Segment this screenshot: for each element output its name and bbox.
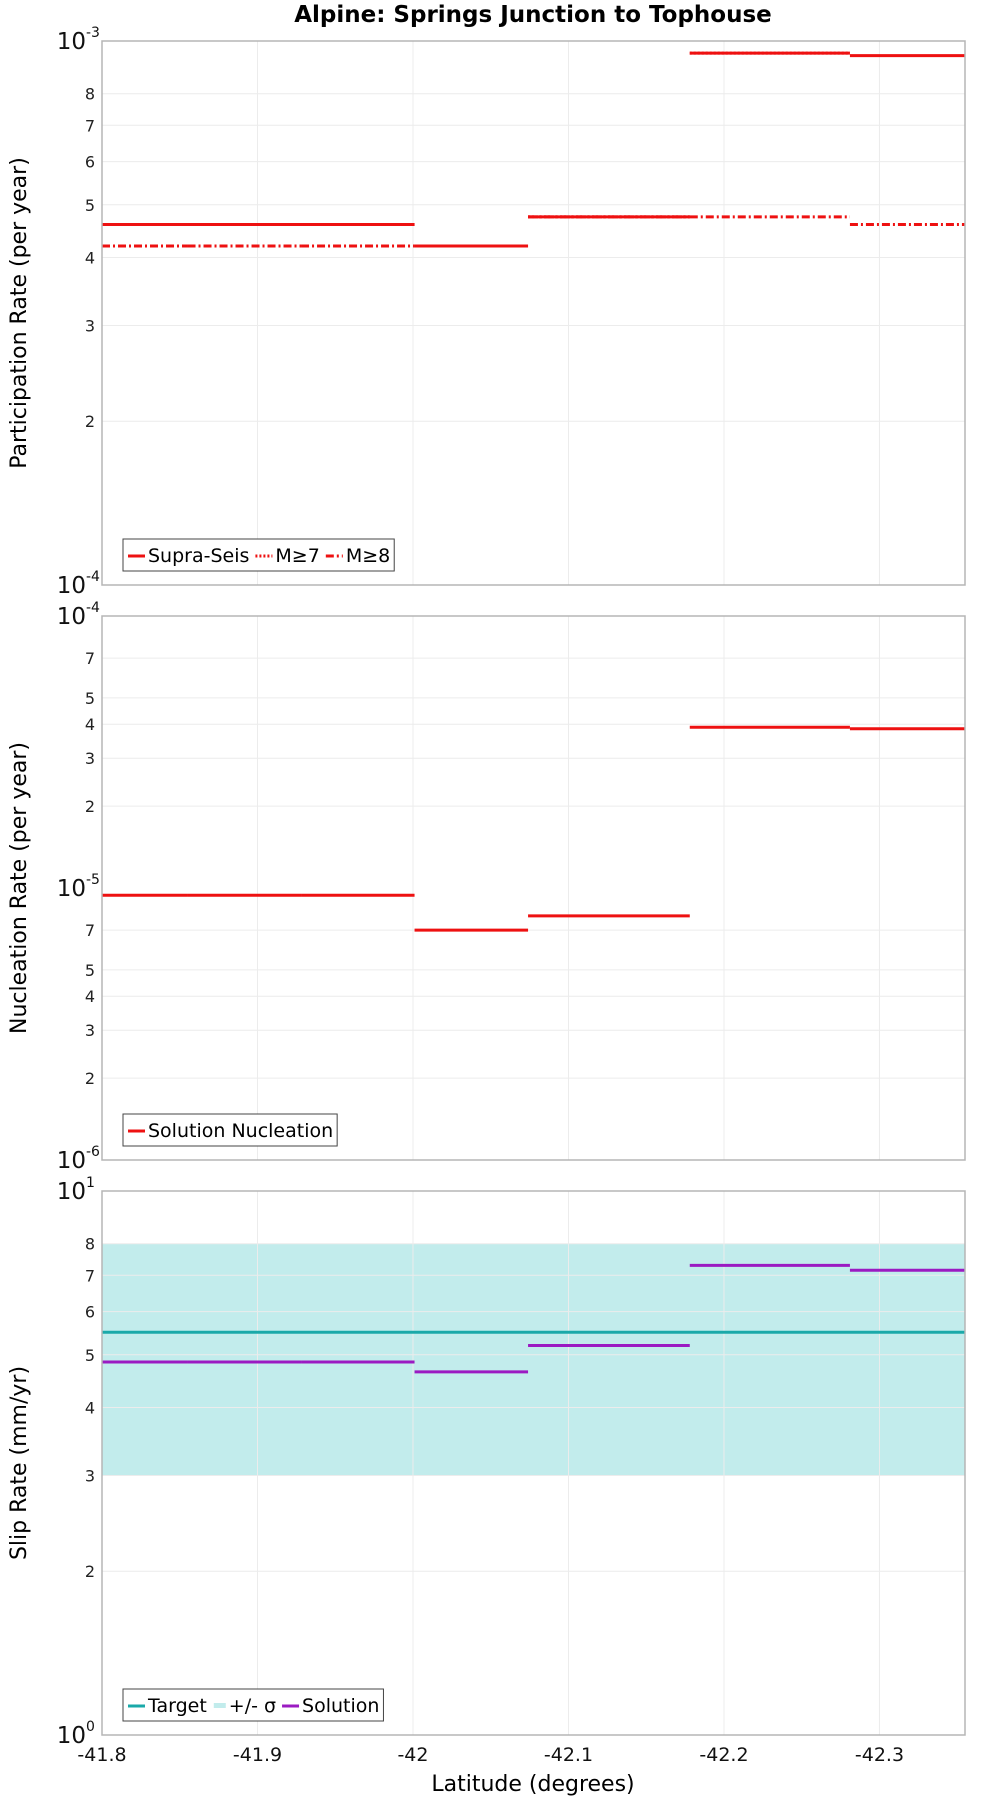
y-major-tick-label: 10 xyxy=(57,1179,86,1205)
y-tick-label: 6 xyxy=(85,153,95,172)
y-major-tick-exponent: -3 xyxy=(86,25,100,41)
y-tick-label: 2 xyxy=(85,1069,95,1088)
x-tick-label: -42.1 xyxy=(544,1744,593,1766)
y-major-tick-label: 10 xyxy=(57,876,86,902)
legend: Target +/- σ Solution xyxy=(122,1688,384,1722)
x-tick-label: -41.9 xyxy=(233,1744,282,1766)
x-axis-label: Latitude (degrees) xyxy=(431,1772,634,1797)
y-tick-label: 7 xyxy=(85,649,95,668)
y-tick-label: 8 xyxy=(85,1235,95,1254)
y-axis-label: Slip Rate (mm/yr) xyxy=(7,1366,32,1560)
y-tick-label: 2 xyxy=(85,412,95,431)
y-axis-label: Participation Rate (per year) xyxy=(7,157,32,469)
y-major-tick-exponent: -4 xyxy=(86,600,100,616)
y-major-tick-exponent: -5 xyxy=(86,872,100,888)
y-tick-label: 8 xyxy=(85,85,95,104)
legend-box xyxy=(122,1688,384,1722)
plot-frame xyxy=(101,615,966,1161)
y-major-tick-label: 10 xyxy=(57,1148,86,1174)
y-tick-label: 2 xyxy=(85,1562,95,1581)
y-tick-label: 4 xyxy=(85,987,95,1006)
legend: Supra-Seis M≥7 M≥8 xyxy=(122,538,395,572)
y-tick-label: 4 xyxy=(85,1398,95,1417)
y-tick-label: 4 xyxy=(85,715,95,734)
plot-area xyxy=(102,616,965,1160)
y-major-tick-exponent: 0 xyxy=(86,1719,95,1735)
legend-label: +/- σ xyxy=(229,1695,276,1717)
sigma-band xyxy=(102,1243,965,1476)
y-major-tick-label: 10 xyxy=(57,573,86,599)
x-tick-label: -42.2 xyxy=(699,1744,748,1766)
x-axis-ticks: -41.8 -41.9 -42 -42.1 -42.2 -42.3 xyxy=(77,1744,904,1766)
chart-title: Alpine: Springs Junction to Tophouse xyxy=(294,2,772,28)
y-major-tick-label: 10 xyxy=(57,604,86,630)
legend-label: M≥8 xyxy=(346,545,390,567)
plot-frame xyxy=(101,40,966,586)
y-axis-label: Nucleation Rate (per year) xyxy=(7,742,32,1034)
legend-label: Solution Nucleation xyxy=(148,1120,333,1142)
y-tick-label: 5 xyxy=(85,961,95,980)
legend-label: Supra-Seis xyxy=(148,545,249,567)
y-tick-label: 7 xyxy=(85,116,95,135)
y-tick-label: 5 xyxy=(85,689,95,708)
y-tick-label: 5 xyxy=(85,1346,95,1365)
y-tick-label: 3 xyxy=(85,316,95,335)
legend-label: Target xyxy=(147,1695,207,1717)
legend-label: Solution xyxy=(302,1695,379,1717)
legend-swatch xyxy=(213,1703,226,1708)
y-major-tick-label: 10 xyxy=(57,1723,86,1749)
y-tick-label: 5 xyxy=(85,196,95,215)
legend: Solution Nucleation xyxy=(122,1113,338,1147)
y-tick-label: 4 xyxy=(85,248,95,267)
y-tick-label: 7 xyxy=(85,921,95,940)
y-major-tick-exponent: -4 xyxy=(86,569,100,585)
y-major-tick-exponent: -6 xyxy=(86,1144,100,1160)
y-tick-label: 3 xyxy=(85,1466,95,1485)
plot-frame xyxy=(101,1190,966,1736)
y-major-tick-exponent: 1 xyxy=(86,1175,95,1191)
y-tick-label: 7 xyxy=(85,1266,95,1285)
plot-area xyxy=(102,41,965,585)
y-tick-label: 2 xyxy=(85,797,95,816)
legend-box xyxy=(122,1113,338,1147)
x-tick-label: -42.3 xyxy=(855,1744,904,1766)
y-major-tick-label: 10 xyxy=(57,29,86,55)
y-tick-label: 3 xyxy=(85,749,95,768)
x-tick-label: -41.8 xyxy=(77,1744,126,1766)
y-tick-label: 6 xyxy=(85,1303,95,1322)
x-tick-label: -42 xyxy=(397,1744,428,1766)
y-tick-label: 3 xyxy=(85,1021,95,1040)
legend-box xyxy=(122,538,395,572)
legend-label: M≥7 xyxy=(275,545,319,567)
